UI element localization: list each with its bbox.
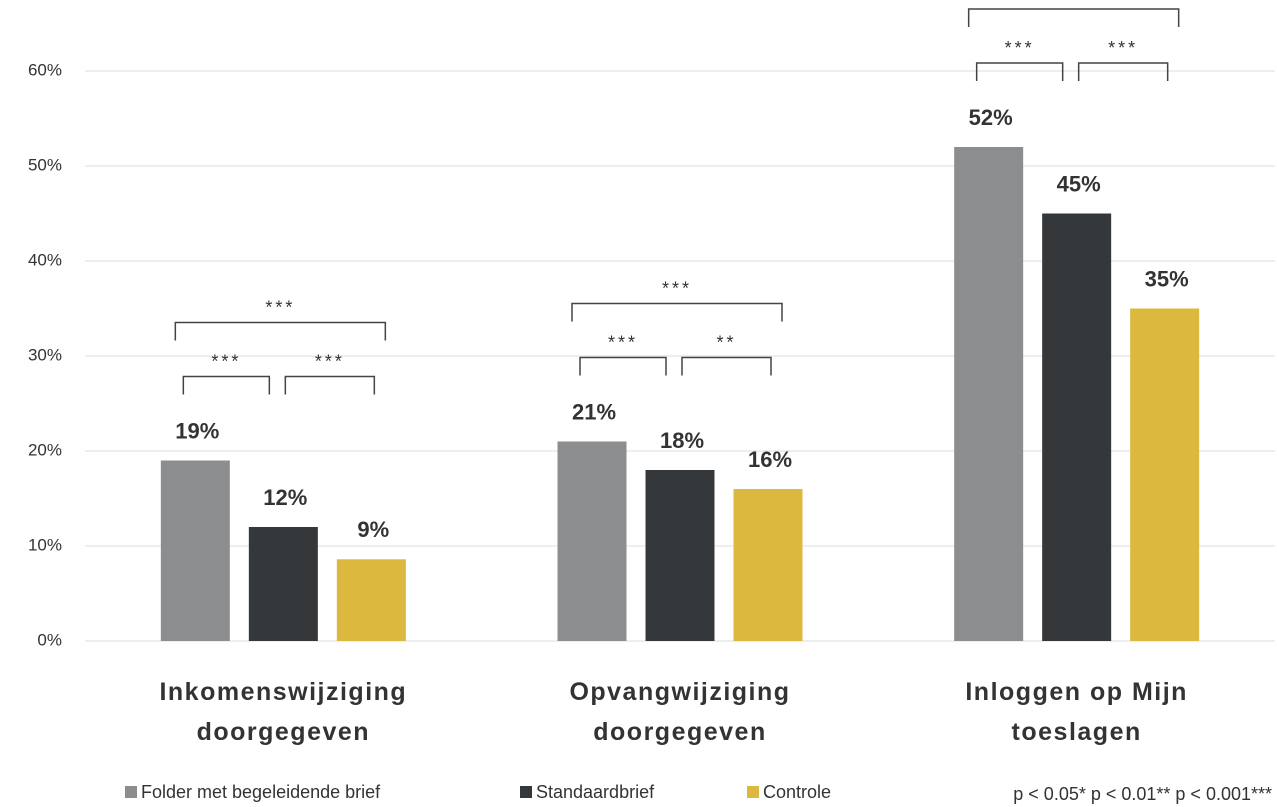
y-tick-label: 60% [28,60,62,79]
value-label: 18% [660,428,704,453]
y-tick-label: 40% [28,250,62,269]
value-label: 9% [357,517,389,542]
bar [336,559,406,641]
legend-label: Controle [763,782,831,802]
significance-label: *** [1108,38,1138,58]
value-label: 21% [572,399,616,424]
bar [557,441,627,641]
legend-label: Standaardbrief [536,782,655,802]
x-tick-label: Inkomenswijziging doorgegeven [159,678,408,746]
significance-label: *** [265,297,295,317]
significance-label: *** [211,351,241,371]
significance-bracket [182,375,271,395]
bar [1042,213,1112,641]
significance-bracket [174,321,387,341]
value-label: 12% [263,485,307,510]
x-tick-label: Inloggen op Mijn toeslagen [965,678,1188,746]
x-tick-label: Opvangwijziging doorgegeven [569,678,791,746]
note: p < 0.05* p < 0.01** p < 0.001*** [1013,784,1272,804]
significance-bracket [975,62,1064,81]
significance-bracket [579,356,667,376]
significance-label: ** [716,332,736,352]
value-label: 19% [175,418,219,443]
value-label: 45% [1057,171,1101,196]
y-tick-label: 10% [28,535,62,554]
y-tick-label: 20% [28,440,62,459]
y-tick-label: 0% [37,630,62,649]
significance-label: *** [315,351,345,371]
value-label: 35% [1145,266,1189,291]
significance-bracket [967,8,1180,27]
significance-label: *** [608,332,638,352]
legend-swatch [520,786,532,798]
significance-bracket [284,375,376,395]
legend-label: Folder met begeleidende brief [141,782,381,802]
y-tick-label: 50% [28,155,62,174]
significance-bracket [681,356,772,376]
bar [1130,308,1200,641]
significance-bracket [1077,62,1169,81]
value-label: 52% [969,105,1013,130]
legend-swatch [747,786,759,798]
significance-label: *** [1059,0,1089,4]
bar [248,527,318,641]
bar [160,460,230,641]
bar [954,147,1024,641]
bar [645,470,715,641]
significance-label: *** [662,278,692,298]
legend-swatch [125,786,137,798]
value-label: 16% [748,447,792,472]
significance-bracket [571,302,783,322]
y-tick-label: 30% [28,345,62,364]
significance-label: *** [1005,38,1035,58]
bar [733,489,803,641]
